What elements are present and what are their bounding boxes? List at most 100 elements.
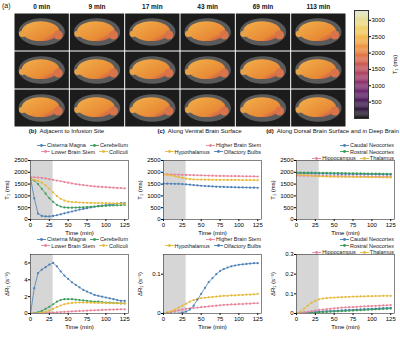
svg-text:0.1: 0.1	[152, 271, 161, 277]
svg-text:125: 125	[253, 222, 264, 228]
svg-text:T₁ (ms): T₁ (ms)	[392, 55, 398, 74]
svg-text:T₁ (ms): T₁ (ms)	[137, 180, 143, 199]
svg-text:0.1: 0.1	[285, 291, 294, 297]
svg-text:(a): (a)	[2, 2, 11, 10]
html-text:Olfactory Bulbs: Olfactory Bulbs	[223, 148, 261, 155]
svg-text:75: 75	[350, 222, 357, 228]
svg-text:100: 100	[101, 222, 112, 228]
html-text:Olfactory Bulbs: Olfactory Bulbs	[223, 242, 261, 249]
svg-text:2500: 2500	[147, 157, 161, 163]
svg-text:75: 75	[84, 316, 91, 322]
html-text:Rostral Neocortex: Rostral Neocortex	[350, 242, 394, 249]
svg-text:Time (min): Time (min)	[331, 324, 359, 330]
html-text:Colliculi: Colliculi	[109, 148, 128, 155]
svg-text:69 min: 69 min	[253, 3, 274, 10]
svg-text:1500: 1500	[372, 66, 386, 72]
svg-text:2000: 2000	[372, 50, 386, 56]
svg-text:1000: 1000	[147, 193, 161, 199]
svg-text:T₁ (ms): T₁ (ms)	[4, 180, 10, 199]
svg-text:Time (min): Time (min)	[65, 324, 93, 330]
svg-text:2000: 2000	[14, 169, 28, 175]
svg-text:Time (min): Time (min)	[65, 230, 93, 236]
html-text:Hypothalamus: Hypothalamus	[174, 242, 210, 249]
svg-text:75: 75	[84, 222, 91, 228]
svg-text:125: 125	[120, 316, 131, 322]
html-text:Hypothalamus: Hypothalamus	[174, 148, 210, 155]
svg-text:0: 0	[162, 316, 166, 322]
svg-text:1500: 1500	[147, 181, 161, 187]
svg-text:1500: 1500	[280, 181, 294, 187]
svg-text:2500: 2500	[14, 157, 28, 163]
svg-text:0: 0	[295, 222, 299, 228]
svg-text:50: 50	[331, 316, 338, 322]
svg-text:50: 50	[331, 222, 338, 228]
svg-text:2: 2	[24, 294, 28, 300]
svg-text:0: 0	[29, 222, 33, 228]
svg-text:75: 75	[217, 222, 224, 228]
svg-text:125: 125	[386, 316, 397, 322]
svg-text:2500: 2500	[372, 34, 386, 40]
svg-text:0: 0	[290, 310, 294, 316]
svg-text:2000: 2000	[147, 169, 161, 175]
svg-text:0: 0	[295, 316, 299, 322]
svg-text:25: 25	[312, 316, 319, 322]
svg-text:T₁ (ms): T₁ (ms)	[270, 180, 276, 199]
svg-text:Time (min): Time (min)	[331, 230, 359, 236]
svg-text:ΔR₁ (s⁻¹): ΔR₁ (s⁻¹)	[137, 272, 143, 296]
svg-text:4: 4	[24, 277, 28, 283]
svg-text:2500: 2500	[280, 157, 294, 163]
svg-text:1500: 1500	[14, 181, 28, 187]
svg-text:ΔR₁ (s⁻¹): ΔR₁ (s⁻¹)	[4, 272, 10, 296]
svg-text:1000: 1000	[280, 193, 294, 199]
svg-text:50: 50	[198, 316, 205, 322]
svg-text:125: 125	[386, 222, 397, 228]
svg-text:0: 0	[24, 216, 28, 222]
svg-text:43 min: 43 min	[197, 3, 218, 10]
svg-text:500: 500	[283, 205, 294, 211]
svg-text:0: 0	[24, 310, 28, 316]
svg-text:25: 25	[179, 316, 186, 322]
svg-text:ΔR₁ (s⁻¹): ΔR₁ (s⁻¹)	[270, 272, 276, 296]
svg-text:0: 0	[157, 216, 161, 222]
html-text:Lower Brain Stem: Lower Brain Stem	[51, 148, 95, 155]
svg-text:50: 50	[65, 316, 72, 322]
svg-text:2000: 2000	[280, 169, 294, 175]
svg-text:25: 25	[46, 222, 53, 228]
svg-text:0 min: 0 min	[33, 3, 50, 10]
svg-text:50: 50	[65, 222, 72, 228]
svg-text:113 min: 113 min	[306, 3, 330, 10]
svg-text:100: 100	[234, 222, 245, 228]
svg-text:0: 0	[157, 310, 161, 316]
svg-text:0.3: 0.3	[285, 251, 294, 257]
svg-text:500: 500	[17, 205, 28, 211]
html-text:Rostral Neocortex: Rostral Neocortex	[350, 148, 394, 155]
svg-text:0: 0	[290, 216, 294, 222]
svg-text:100: 100	[367, 316, 378, 322]
svg-text:0: 0	[162, 222, 166, 228]
svg-text:0: 0	[29, 316, 33, 322]
svg-text:75: 75	[350, 316, 357, 322]
svg-text:50: 50	[198, 222, 205, 228]
svg-text:1000: 1000	[14, 193, 28, 199]
svg-text:3000: 3000	[372, 17, 386, 23]
svg-text:Time (min): Time (min)	[198, 230, 226, 236]
html-text:Lower Brain Stem: Lower Brain Stem	[51, 242, 95, 249]
svg-text:1000: 1000	[372, 83, 386, 89]
svg-text:6: 6	[24, 260, 28, 266]
svg-text:125: 125	[253, 316, 264, 322]
svg-text:17 min: 17 min	[142, 3, 163, 10]
svg-text:0.2: 0.2	[285, 271, 294, 277]
svg-text:500: 500	[150, 205, 161, 211]
svg-text:25: 25	[312, 222, 319, 228]
svg-text:125: 125	[120, 222, 131, 228]
html-text:Colliculi: Colliculi	[109, 242, 128, 249]
svg-text:25: 25	[179, 222, 186, 228]
svg-text:100: 100	[367, 222, 378, 228]
svg-text:500: 500	[372, 99, 383, 105]
svg-text:100: 100	[234, 316, 245, 322]
svg-text:75: 75	[217, 316, 224, 322]
svg-text:Time (min): Time (min)	[198, 324, 226, 330]
svg-text:25: 25	[46, 316, 53, 322]
svg-text:9 min: 9 min	[89, 3, 106, 10]
svg-text:100: 100	[101, 316, 112, 322]
